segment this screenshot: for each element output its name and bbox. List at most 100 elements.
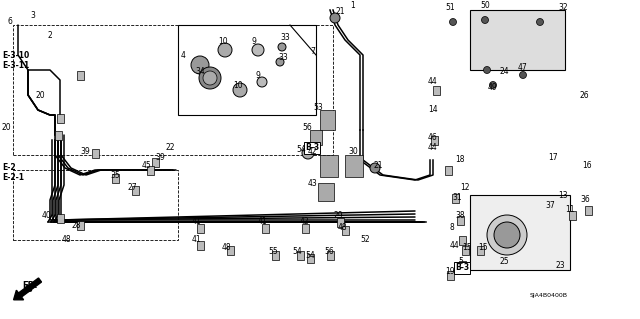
Text: E-3-11: E-3-11: [2, 61, 29, 70]
Text: 13: 13: [558, 190, 568, 199]
Text: 39: 39: [80, 147, 90, 157]
Circle shape: [520, 71, 527, 78]
Bar: [147, 166, 154, 175]
Text: 37: 37: [545, 201, 555, 210]
Text: 53: 53: [313, 103, 323, 113]
Bar: [345, 155, 363, 177]
Text: 32: 32: [558, 4, 568, 12]
Bar: [55, 131, 62, 140]
Text: 44: 44: [450, 241, 460, 249]
Circle shape: [370, 163, 380, 173]
Text: 28: 28: [72, 220, 81, 229]
Text: E-2: E-2: [2, 164, 15, 173]
Bar: [77, 71, 84, 80]
Circle shape: [302, 147, 314, 159]
Bar: [297, 251, 304, 260]
Text: 29: 29: [333, 211, 342, 220]
Text: 18: 18: [455, 155, 465, 165]
Circle shape: [481, 17, 488, 24]
Text: 55: 55: [268, 248, 278, 256]
Circle shape: [257, 77, 267, 87]
Circle shape: [536, 19, 543, 26]
Text: 56: 56: [302, 123, 312, 132]
Text: 40: 40: [42, 211, 52, 219]
Text: 7: 7: [310, 48, 315, 56]
Bar: [470, 10, 565, 70]
Bar: [585, 206, 592, 215]
Text: 22: 22: [165, 144, 175, 152]
Bar: [320, 155, 338, 177]
Text: 42: 42: [308, 147, 317, 157]
Circle shape: [330, 13, 340, 23]
Text: 15: 15: [462, 243, 472, 253]
Bar: [445, 166, 452, 175]
Text: 20: 20: [36, 91, 45, 100]
Text: 49: 49: [488, 84, 498, 93]
Circle shape: [199, 67, 221, 89]
Bar: [457, 216, 464, 225]
Text: 51: 51: [445, 4, 454, 12]
Bar: [77, 221, 84, 230]
Text: 48: 48: [222, 243, 232, 253]
Text: 39: 39: [155, 153, 164, 162]
Bar: [197, 224, 204, 233]
Text: 23: 23: [555, 261, 564, 270]
Text: 30: 30: [348, 147, 358, 157]
Circle shape: [203, 71, 217, 85]
Circle shape: [218, 43, 232, 57]
FancyArrow shape: [13, 278, 42, 300]
Text: 24: 24: [500, 68, 509, 77]
Text: 33: 33: [280, 33, 290, 42]
Circle shape: [487, 215, 527, 255]
Text: 14: 14: [428, 106, 438, 115]
Bar: [13, 25, 333, 155]
Bar: [197, 241, 204, 250]
Text: 15: 15: [478, 243, 488, 253]
Text: 10: 10: [218, 38, 228, 47]
Text: 3: 3: [30, 11, 35, 20]
Circle shape: [191, 56, 209, 74]
Text: 48: 48: [62, 235, 72, 244]
Text: 16: 16: [582, 160, 591, 169]
Text: B-3: B-3: [305, 144, 319, 152]
Text: 11: 11: [565, 205, 575, 214]
Bar: [320, 110, 335, 130]
Text: 41: 41: [192, 218, 202, 226]
Text: 34: 34: [195, 68, 205, 77]
Bar: [262, 224, 269, 233]
Bar: [459, 261, 466, 270]
Text: 56: 56: [324, 248, 333, 256]
Text: 5: 5: [458, 257, 463, 266]
Bar: [13, 170, 178, 240]
Text: 8: 8: [450, 224, 455, 233]
Text: 12: 12: [460, 183, 470, 192]
Text: 42: 42: [300, 218, 310, 226]
Text: 10: 10: [233, 80, 243, 90]
Bar: [470, 195, 570, 270]
Text: B-3: B-3: [455, 263, 469, 272]
Bar: [178, 25, 316, 115]
Text: 36: 36: [580, 196, 589, 204]
Text: 35: 35: [110, 170, 120, 180]
Circle shape: [278, 43, 286, 51]
Circle shape: [449, 19, 456, 26]
Text: SJA4B0400B: SJA4B0400B: [530, 293, 568, 298]
Bar: [569, 211, 576, 220]
Bar: [92, 149, 99, 158]
Text: 2: 2: [48, 31, 52, 40]
Bar: [477, 246, 484, 255]
Text: 1: 1: [350, 2, 355, 11]
Text: 27: 27: [128, 183, 138, 192]
Text: 21: 21: [336, 8, 346, 17]
Text: 44: 44: [428, 78, 438, 86]
Text: 17: 17: [548, 153, 557, 162]
Circle shape: [490, 81, 497, 88]
Text: 43: 43: [308, 179, 317, 188]
Text: 38: 38: [455, 211, 465, 219]
Bar: [152, 158, 159, 167]
Text: 9: 9: [252, 38, 257, 47]
Text: E-3-10: E-3-10: [2, 50, 29, 60]
Bar: [272, 251, 279, 260]
Bar: [57, 214, 64, 223]
Bar: [342, 226, 349, 235]
